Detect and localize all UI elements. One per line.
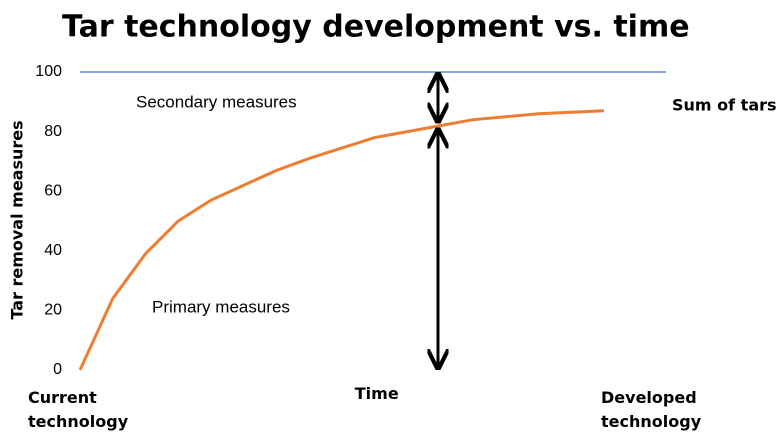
x-tick-label: Time xyxy=(354,384,399,403)
series-label: Sum of tars xyxy=(672,96,777,115)
y-tick-label: 80 xyxy=(44,123,62,140)
annotation: Primary measures xyxy=(152,297,290,316)
chart-title: Tar technology development vs. time xyxy=(62,10,690,45)
y-axis-label: Tar removal measures xyxy=(8,120,27,319)
data-line xyxy=(78,109,605,371)
annotation: Secondary measures xyxy=(136,92,297,111)
y-tick-label: 40 xyxy=(44,242,62,259)
y-tick-label: 60 xyxy=(44,182,62,199)
y-tick-label: 0 xyxy=(53,361,62,378)
x-tick-label: Current technology xyxy=(28,388,129,431)
x-tick-label: Developed technology xyxy=(601,388,702,431)
y-tick-label: 100 xyxy=(35,63,62,80)
y-tick-label: 20 xyxy=(44,302,62,319)
